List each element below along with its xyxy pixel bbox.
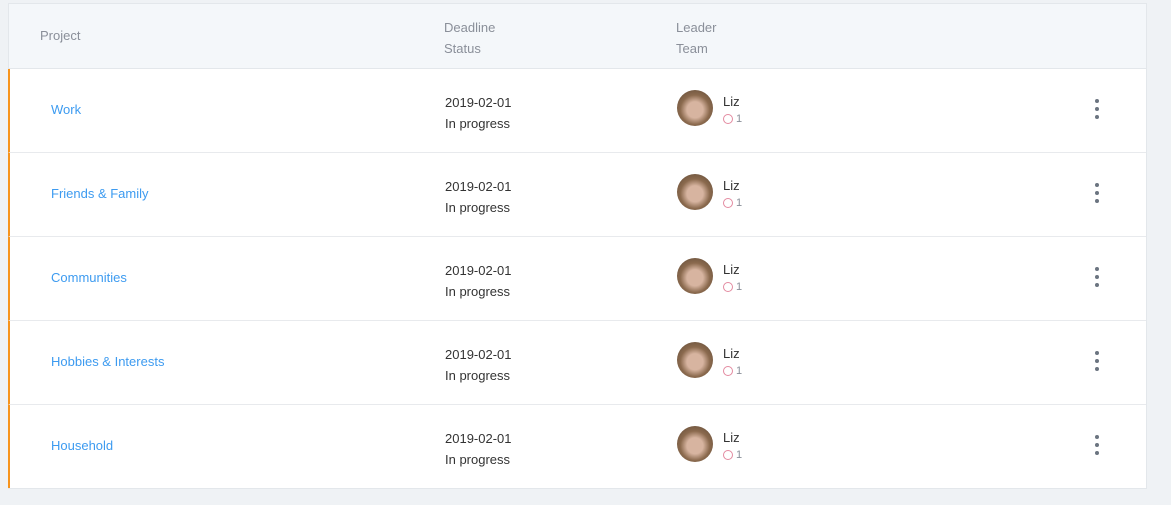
team-count: 1 [736,449,743,461]
user-icon [723,282,733,292]
team-count: 1 [736,365,743,377]
table-row: Work 2019-02-01 In progress Liz 1 [8,69,1146,153]
project-link[interactable]: Work [51,102,82,117]
deadline: 2019-02-01 [445,347,512,362]
column-deadline: Deadline [444,20,496,35]
more-options-icon[interactable] [1092,351,1102,371]
leader-name: Liz [723,94,740,109]
status: In progress [445,368,511,383]
user-icon [723,198,733,208]
status: In progress [445,200,511,215]
column-project: Project [40,28,81,43]
avatar[interactable] [677,258,713,294]
leader-name: Liz [723,262,740,277]
more-options-icon[interactable] [1092,99,1102,119]
status: In progress [445,116,511,131]
avatar[interactable] [677,426,713,462]
user-icon [723,114,733,124]
user-icon [723,366,733,376]
team-count: 1 [736,113,743,125]
leader-name: Liz [723,178,740,193]
deadline: 2019-02-01 [445,263,512,278]
project-link[interactable]: Friends & Family [51,186,149,201]
leader-name: Liz [723,430,740,445]
column-leader: Leader [676,20,717,35]
column-team: Team [676,41,708,56]
more-options-icon[interactable] [1092,267,1102,287]
table-row: Household 2019-02-01 In progress Liz 1 [8,405,1146,488]
status: In progress [445,452,511,467]
table-row: Communities 2019-02-01 In progress Liz 1 [8,237,1146,321]
leader-name: Liz [723,346,740,361]
avatar[interactable] [677,90,713,126]
deadline: 2019-02-01 [445,95,512,110]
project-link[interactable]: Communities [51,270,127,285]
user-icon [723,450,733,460]
team-count: 1 [736,281,743,293]
avatar[interactable] [677,342,713,378]
more-options-icon[interactable] [1092,183,1102,203]
column-status: Status [444,41,481,56]
deadline: 2019-02-01 [445,431,512,446]
deadline: 2019-02-01 [445,179,512,194]
project-link[interactable]: Household [51,438,114,453]
project-link[interactable]: Hobbies & Interests [51,354,165,369]
projects-table: Project Deadline Status Leader Team Work 2… [8,3,1147,489]
team-count: 1 [736,197,743,209]
table-header: Project Deadline Status Leader Team [9,4,1146,69]
status: In progress [445,284,511,299]
table-row: Hobbies & Interests 2019-02-01 In progres… [8,321,1146,405]
avatar[interactable] [677,174,713,210]
table-row: Friends & Family 2019-02-01 In progress L… [8,153,1146,237]
more-options-icon[interactable] [1092,435,1102,455]
